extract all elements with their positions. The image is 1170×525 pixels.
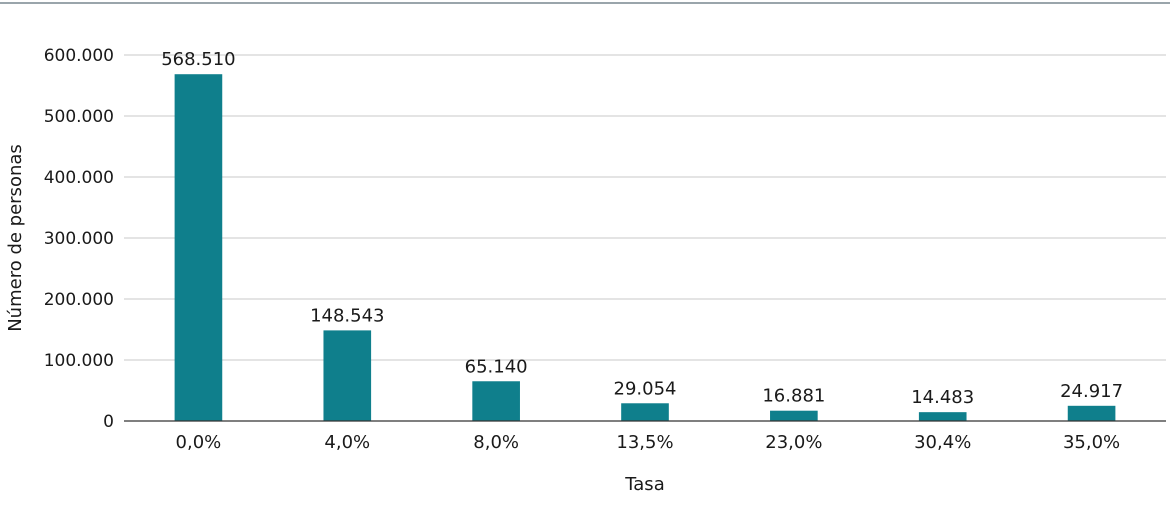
gridlines <box>124 54 1166 361</box>
data-labels: 568.510 148.543 65.140 29.054 16.881 14.483 24… <box>161 49 1123 408</box>
x-tick-label: 13,5% <box>616 432 673 453</box>
data-label: 148.543 <box>310 305 384 326</box>
x-axis-title: Tasa <box>624 474 664 495</box>
data-label: 568.510 <box>161 49 235 70</box>
y-tick-label: 600.000 <box>44 46 114 66</box>
x-tick-label: 23,0% <box>765 432 822 453</box>
data-label: 29.054 <box>614 378 677 399</box>
data-label: 65.140 <box>465 356 528 377</box>
bar <box>1067 405 1116 421</box>
y-tick-label: 500.000 <box>44 107 114 127</box>
bar <box>621 403 669 421</box>
bar <box>174 74 223 422</box>
y-tick-label: 0 <box>103 412 114 432</box>
y-tick-label: 400.000 <box>44 168 114 188</box>
x-tick-label: 0,0% <box>176 432 222 453</box>
x-tick-label: 30,4% <box>914 432 971 453</box>
y-axis-title: Número de personas <box>5 144 26 332</box>
x-tick-label: 4,0% <box>324 432 370 453</box>
data-label: 24.917 <box>1060 381 1123 402</box>
bar <box>323 330 372 421</box>
bars <box>174 74 1116 422</box>
bar <box>918 412 967 421</box>
y-tick-label: 100.000 <box>44 351 114 371</box>
bar <box>472 381 520 421</box>
y-tick-labels: 0 100.000 200.000 300.000 400.000 500.000 600.… <box>44 46 114 432</box>
x-tick-labels: 0,0% 4,0% 8,0% 13,5% 23,0% 30,4% 35,0% <box>176 432 1121 453</box>
y-tick-label: 300.000 <box>44 229 114 249</box>
x-tick-label: 35,0% <box>1063 432 1120 453</box>
data-label: 16.881 <box>762 386 825 407</box>
x-tick-label: 8,0% <box>473 432 519 453</box>
y-tick-label: 200.000 <box>44 290 114 310</box>
data-label: 14.483 <box>911 387 974 408</box>
bar <box>770 410 818 421</box>
